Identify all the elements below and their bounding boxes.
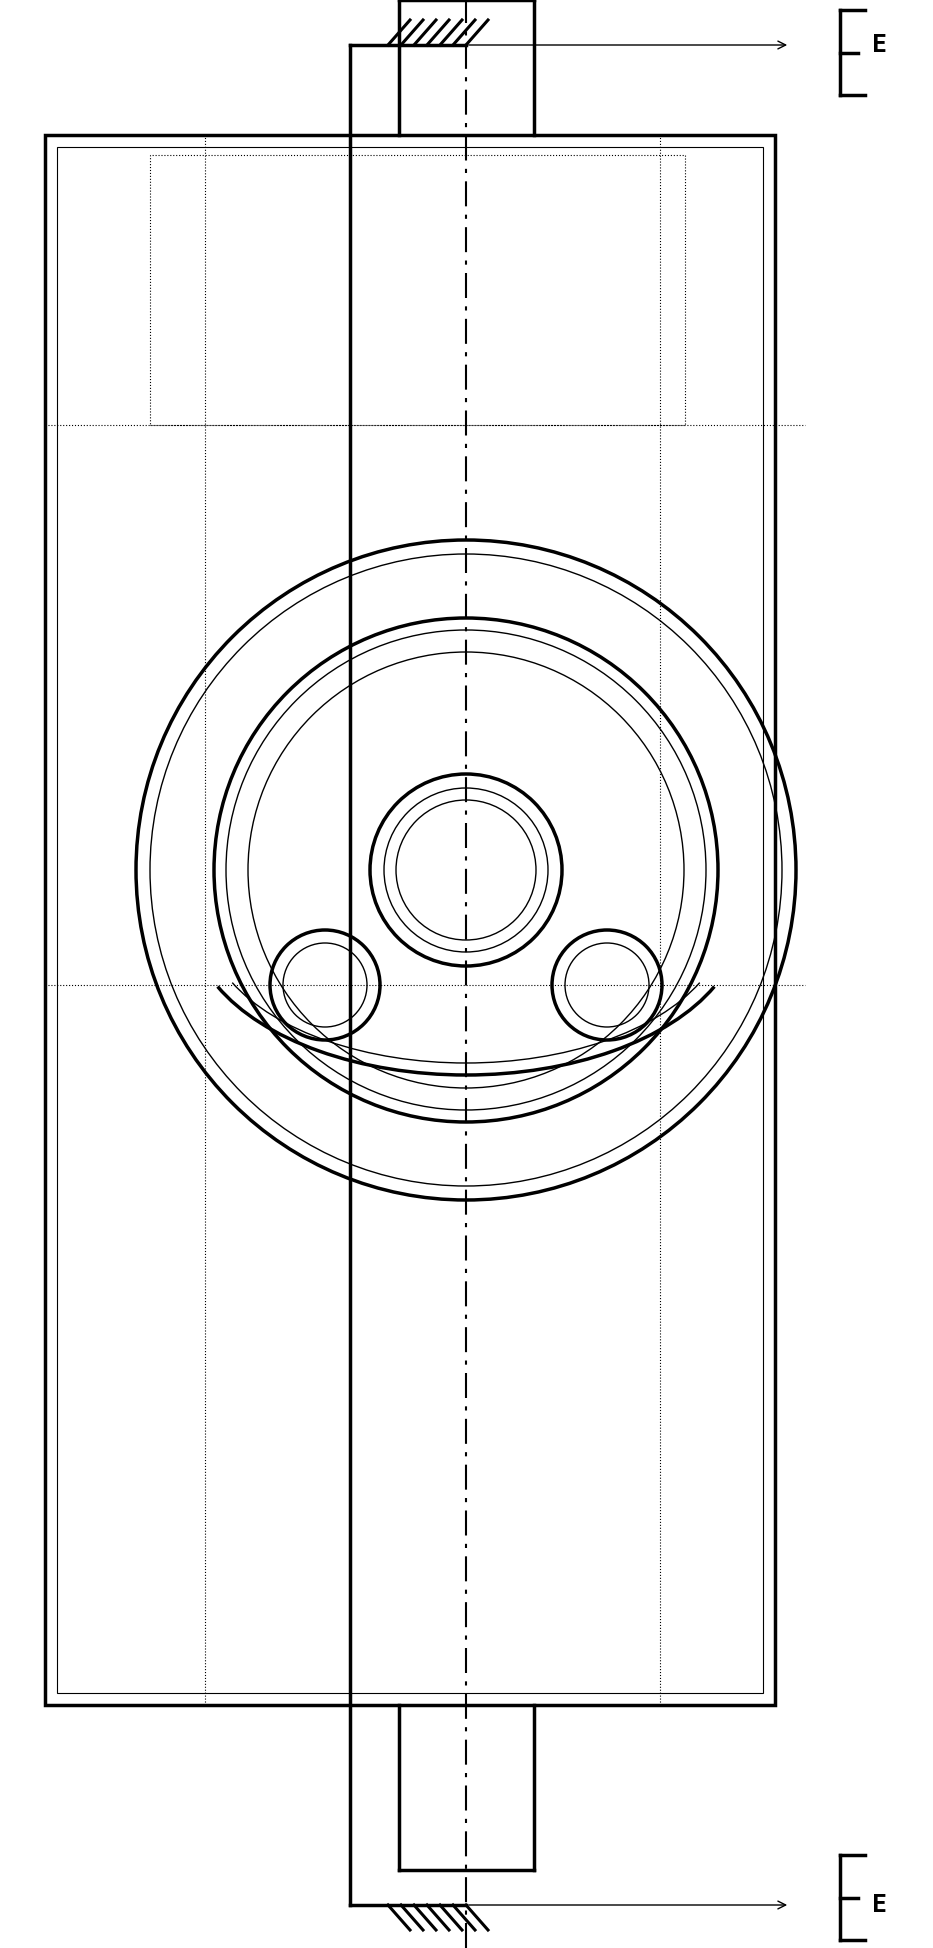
Text: E: E	[872, 33, 887, 56]
Bar	[150, 156, 685, 425]
Text: E: E	[872, 1893, 887, 1917]
Bar	[45, 134, 775, 1705]
Bar	[57, 146, 763, 1693]
